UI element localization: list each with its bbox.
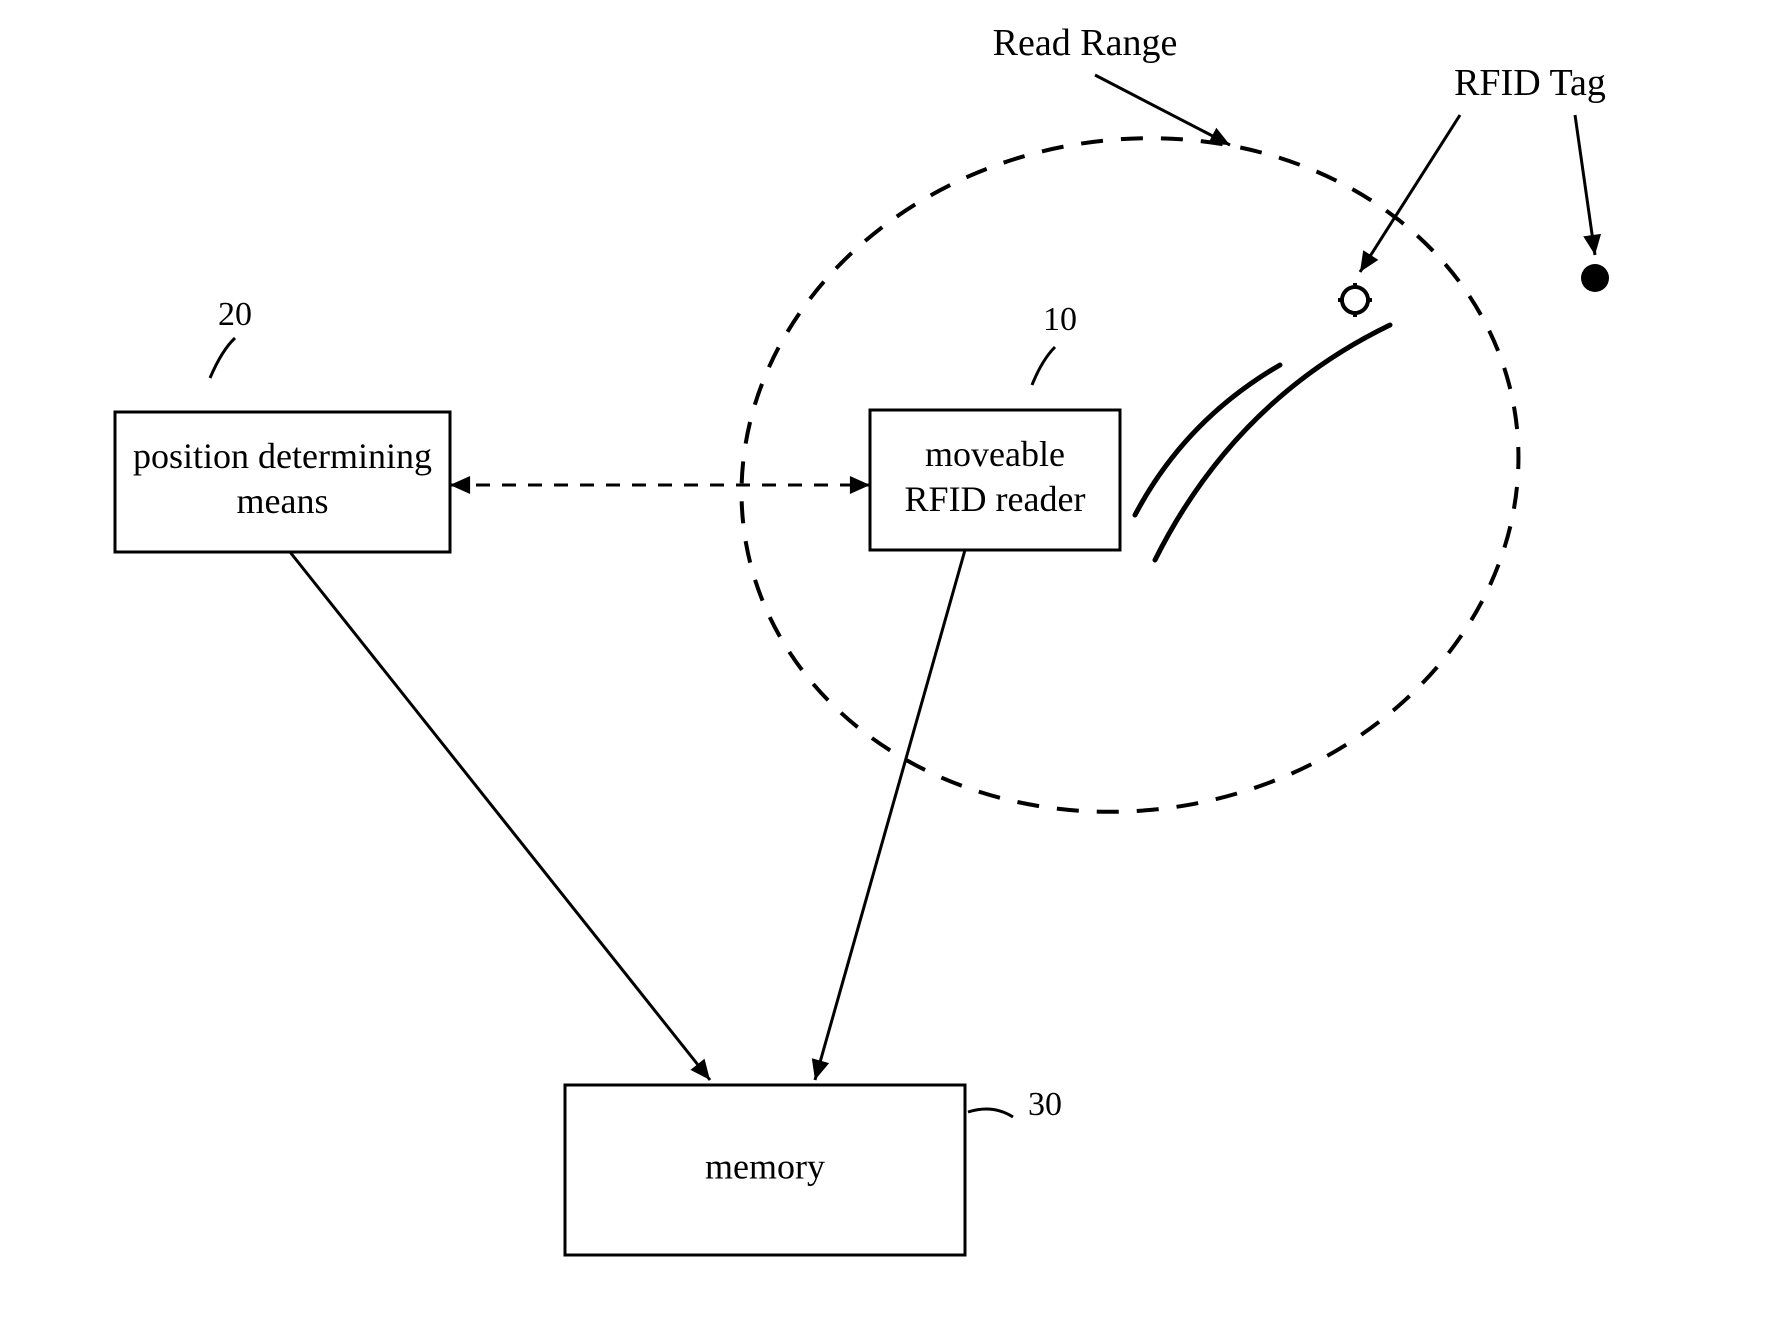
reader-ref-tick: [1032, 347, 1055, 385]
position-label-line-0: position determining: [133, 436, 432, 476]
rfid-tag-label: RFID Tag: [1454, 62, 1606, 104]
reader-wave-1: [1135, 365, 1280, 515]
memory-ref-tick: [968, 1109, 1013, 1117]
rfid-tag-solid-icon: [1581, 264, 1609, 292]
read-range-label: Read Range: [993, 22, 1178, 64]
reader-ref-number: 10: [1043, 301, 1077, 338]
position-ref-number: 20: [218, 296, 252, 333]
memory-ref-number: 30: [1028, 1086, 1062, 1123]
reader-label-line-0: moveable: [925, 434, 1065, 474]
position-label-line-1: means: [237, 481, 329, 521]
reader-wave-2: [1155, 325, 1390, 560]
read-range-ellipse: [688, 77, 1572, 872]
position-ref-tick: [210, 338, 235, 378]
memory-label-line-0: memory: [705, 1146, 825, 1186]
reader-label-line-1: RFID reader: [905, 479, 1086, 519]
